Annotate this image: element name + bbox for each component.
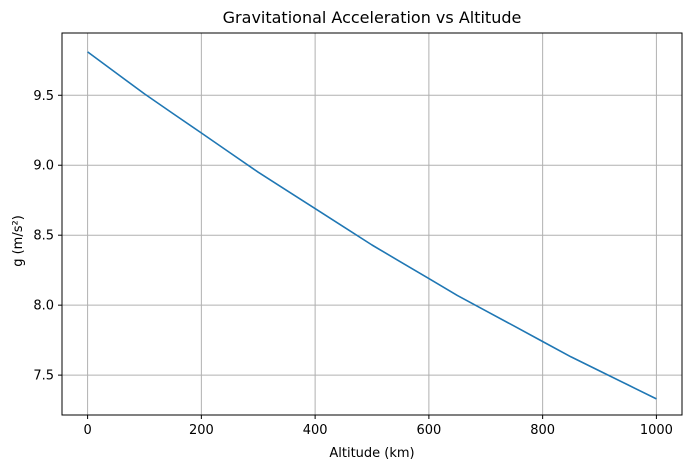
plot-area <box>87 51 657 400</box>
y-tick-label: 8.5 <box>33 229 54 244</box>
y-axis-ticks: 7.5 8.0 8.5 9.0 9.5 <box>33 89 62 384</box>
chart-title: Gravitational Acceleration vs Altitude <box>223 8 522 27</box>
x-tick-label: 0 <box>83 423 91 438</box>
x-axis-ticks: 0 200 400 600 800 1000 <box>83 415 673 438</box>
y-tick-label: 9.0 <box>33 159 54 174</box>
x-axis-label: Altitude (km) <box>329 446 414 461</box>
y-tick-label: 8.0 <box>33 299 54 314</box>
y-tick-label: 7.5 <box>33 369 54 384</box>
x-tick-label: 200 <box>189 423 214 438</box>
x-tick-label: 800 <box>530 423 555 438</box>
x-tick-label: 1000 <box>640 423 673 438</box>
x-tick-label: 600 <box>416 423 441 438</box>
y-tick-label: 9.5 <box>33 89 54 104</box>
axes-frame <box>61 32 683 416</box>
x-tick-label: 400 <box>303 423 328 438</box>
grid <box>62 33 682 415</box>
y-axis-label: g (m/s²) <box>11 215 26 267</box>
series-line <box>87 51 657 400</box>
